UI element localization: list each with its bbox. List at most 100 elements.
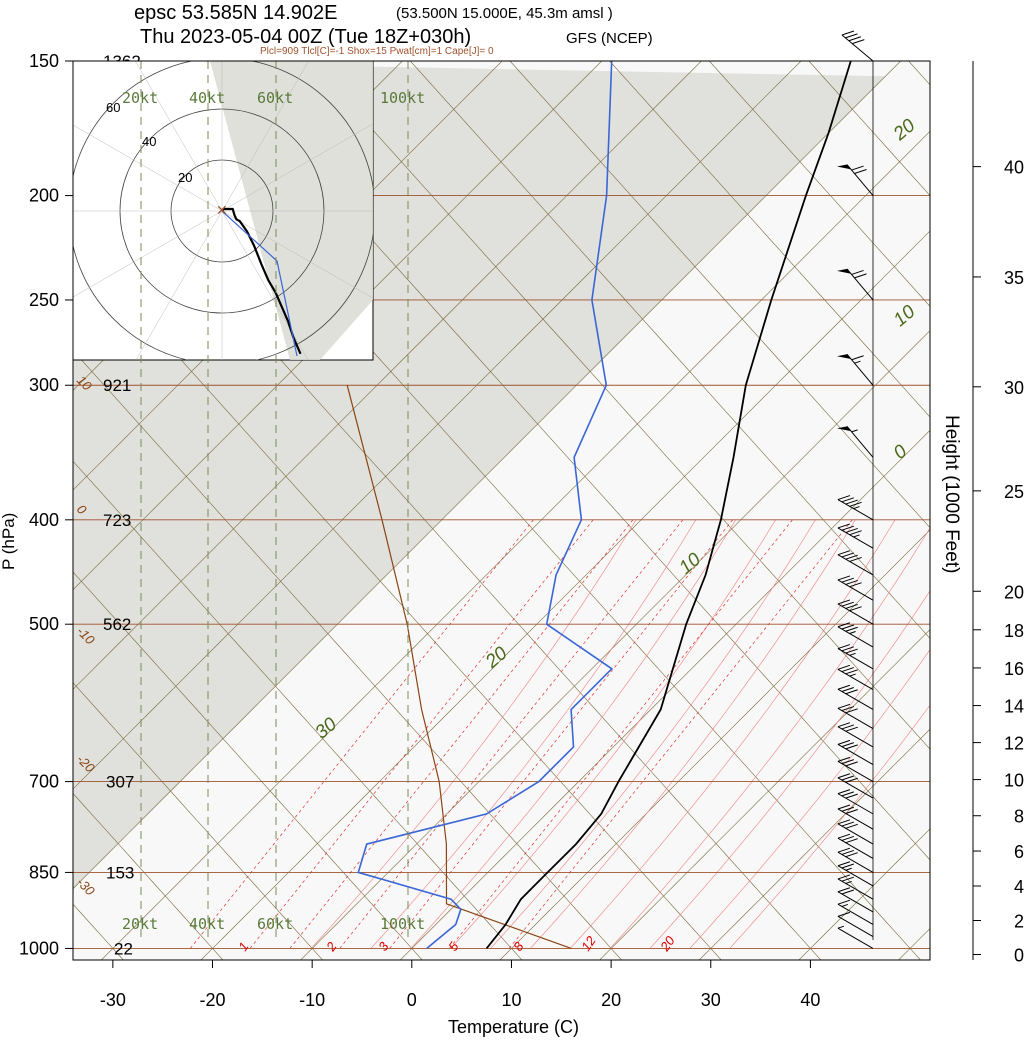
geopotential-height-label: 307 [106, 773, 134, 792]
hodograph-shear-shade [210, 61, 373, 360]
barb-full [845, 33, 858, 39]
height-tick-label: 8 [1014, 807, 1024, 827]
barb-full [845, 499, 858, 505]
wind-barb [837, 861, 874, 887]
barb-full [841, 577, 854, 583]
barb-full [837, 550, 851, 556]
hodograph-track [221, 207, 302, 355]
barb-full [841, 806, 854, 812]
height-tick-label: 10 [1004, 771, 1024, 791]
hodograph-radial [221, 123, 373, 212]
wind-barb [837, 495, 874, 521]
barb-full [841, 889, 854, 895]
barb-full [837, 773, 851, 779]
barb-pennant [836, 354, 852, 360]
barb-shaft [837, 777, 874, 799]
height-tick-label: 25 [1004, 482, 1024, 502]
dry-adiabat [73, 460, 523, 960]
barb-full [845, 554, 858, 560]
dewpoint-curve [357, 61, 614, 950]
wind-barb [837, 887, 874, 913]
hodograph-radial [221, 61, 309, 212]
barb-shaft [837, 579, 874, 601]
barb-full [841, 646, 854, 652]
speed-scale-label-top: 100kt [380, 89, 425, 107]
barb-full [849, 530, 862, 536]
wind-barb [837, 550, 874, 576]
plot-frame [72, 60, 931, 961]
wind-barb [837, 804, 874, 830]
barb-full [849, 582, 862, 588]
barb-full [841, 849, 854, 855]
barb-full [845, 669, 858, 675]
pressure-tick-label: 300 [29, 375, 59, 395]
barb-full [845, 603, 858, 609]
hodograph-ring-label: 20 [178, 170, 192, 185]
wind-barb [837, 644, 874, 670]
barb-full [845, 744, 858, 750]
barb-full [851, 355, 864, 361]
barb-shaft [837, 554, 874, 576]
barb-shaft [837, 927, 874, 949]
barb-full [845, 777, 858, 783]
x-tick-label: 0 [407, 990, 417, 1010]
wind-barb [837, 756, 874, 783]
barb-shaft [846, 426, 874, 458]
barb-shaft [846, 353, 874, 386]
isotherm [599, 629, 930, 960]
barb-full [841, 687, 854, 692]
barb-full [841, 706, 854, 712]
barb-full [848, 36, 862, 42]
wind-barb [837, 899, 874, 925]
x-tick-label: 30 [701, 990, 721, 1010]
barb-full [837, 833, 851, 839]
barb-full [837, 599, 851, 605]
barb-half [853, 534, 860, 538]
geopotential-height-label: 22 [114, 939, 133, 958]
x-tick-label: -20 [200, 990, 226, 1010]
barb-shaft [837, 851, 874, 873]
barb-full [837, 861, 851, 867]
barb-full [845, 793, 858, 799]
pressure-tick-label: 1000 [19, 938, 59, 958]
barb-full [841, 497, 854, 503]
isotherm [698, 728, 930, 960]
hodograph-radial [135, 210, 223, 360]
height-tick-label: 30 [1004, 378, 1024, 398]
barb-shaft [837, 626, 874, 648]
barb-shaft [837, 726, 874, 748]
geopotential-height-label: 562 [103, 615, 131, 634]
barb-full [837, 703, 851, 709]
height-tick-label: 18 [1004, 621, 1024, 641]
barb-full [841, 863, 854, 869]
barb-full [837, 847, 851, 853]
barb-full [837, 739, 851, 745]
parcel-curve [346, 385, 572, 949]
barb-half [849, 631, 856, 635]
stability-indices: Plcl=909 Tlcl[C]=-1 Shox=15 Pwat[cm]=1 C… [260, 46, 494, 57]
hodograph-inset: 20 40 60 ✕ [72, 60, 374, 361]
barb-full [837, 789, 851, 795]
height-tick-label: 16 [1004, 659, 1024, 679]
barb-full [841, 791, 854, 797]
dry-adiabat [73, 571, 423, 960]
barb-full [849, 556, 862, 562]
hodograph-contents: 20 40 60 ✕ [73, 61, 373, 360]
geopotential-height-label: 723 [103, 511, 131, 530]
barb-shaft [837, 823, 874, 845]
wind-barb [836, 353, 874, 386]
barb-full [845, 579, 858, 585]
barb-shaft [837, 903, 874, 925]
barb-full [841, 835, 854, 841]
wind-barb [837, 703, 874, 730]
barb-full [845, 852, 858, 858]
height-tick-label: 14 [1004, 697, 1024, 717]
barb-full [837, 804, 851, 810]
barb-full [837, 874, 851, 880]
isotherm [499, 529, 930, 960]
wind-barb [836, 164, 874, 196]
wind-barb [837, 575, 874, 601]
height-tick-label: 20 [1004, 582, 1024, 602]
barb-shaft [846, 268, 874, 301]
barb-half [841, 903, 848, 907]
